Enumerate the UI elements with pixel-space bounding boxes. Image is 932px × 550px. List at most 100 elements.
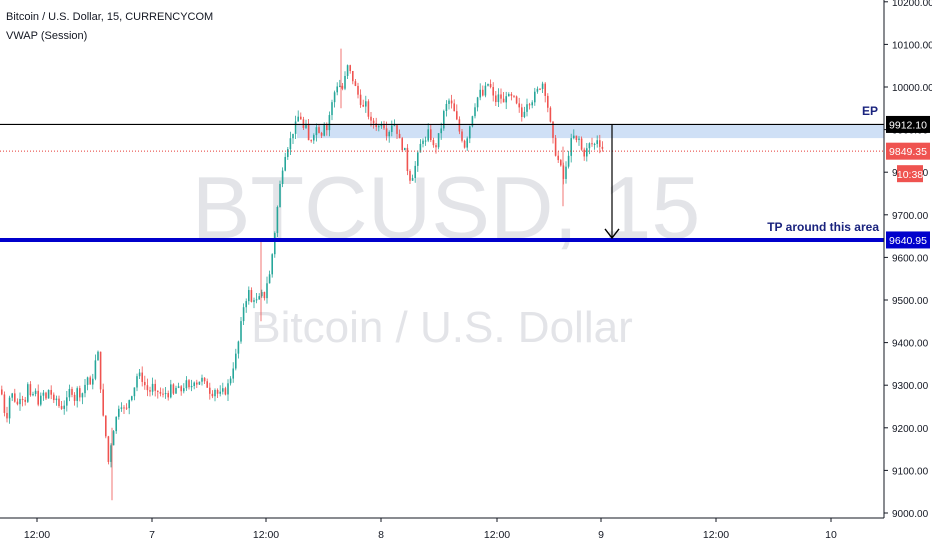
candle-body <box>235 353 237 369</box>
candle-body <box>388 131 390 137</box>
tp-price-tag: 9640.95 <box>889 235 927 247</box>
candle-body <box>352 70 354 82</box>
candle-body <box>336 86 338 93</box>
candle-body <box>404 147 406 151</box>
price-tick-label: 9000.00 <box>892 509 929 520</box>
candle-body <box>284 156 286 171</box>
candle-body <box>292 133 294 139</box>
candle-body <box>424 140 427 142</box>
candle-body <box>274 232 276 255</box>
ep-zone <box>297 124 884 139</box>
countdown-tag: 10:38 <box>897 169 923 181</box>
candle-body <box>110 445 112 462</box>
candle-body <box>560 160 562 166</box>
candle-body <box>586 148 588 157</box>
price-tick-label: 10000.00 <box>892 83 932 94</box>
candle-body <box>320 132 323 136</box>
candle-body <box>102 389 104 416</box>
candle-body <box>263 292 266 299</box>
candle-body <box>242 307 245 322</box>
watermark-ticker: BTCUSD, 15 <box>192 158 701 257</box>
candle-body <box>209 387 211 394</box>
candle-body <box>596 140 598 144</box>
candle-body <box>136 376 138 388</box>
candle-body <box>469 126 471 139</box>
candle-body <box>497 94 500 103</box>
candle-body <box>427 129 429 141</box>
candle-body <box>294 121 297 134</box>
candle-body <box>339 85 341 87</box>
symbol-title[interactable]: Bitcoin / U.S. Dollar, 15, CURRENCYCOM <box>6 11 214 23</box>
candle-body <box>214 389 216 397</box>
candle-body <box>471 116 474 127</box>
candle-body <box>164 393 167 395</box>
candle-body <box>40 395 42 405</box>
candle-body <box>557 155 559 161</box>
candle-body <box>138 372 141 377</box>
candle-body <box>482 89 484 96</box>
candle-body <box>593 143 596 145</box>
ep-price-tag: 9912.10 <box>889 119 927 131</box>
candle-body <box>172 384 175 394</box>
candle-body <box>328 115 331 131</box>
candle-body <box>474 107 476 117</box>
candle-body <box>8 397 11 419</box>
candle-body <box>14 393 16 402</box>
candle-body <box>21 398 24 400</box>
candle-body <box>565 166 567 179</box>
candle-body <box>521 107 523 117</box>
candle-body <box>170 384 172 398</box>
candle-body <box>159 391 162 394</box>
candle-body <box>313 135 315 141</box>
watermark-name: Bitcoin / U.S. Dollar <box>251 303 632 352</box>
candle-body <box>11 393 13 398</box>
candle-body <box>435 145 437 148</box>
candle-body <box>29 384 32 396</box>
candle-body <box>583 149 585 157</box>
candle-body <box>383 124 385 129</box>
candle-body <box>479 89 481 98</box>
candle-body <box>258 296 260 300</box>
candle-body <box>81 393 84 398</box>
candle-body <box>375 123 377 128</box>
candle-body <box>300 116 302 120</box>
candle-body <box>357 85 359 95</box>
candle-body <box>466 138 468 148</box>
target-arrow-head <box>604 228 620 240</box>
candle-body <box>552 121 554 138</box>
indicator-label[interactable]: VWAP (Session) <box>6 30 88 42</box>
candle-body <box>157 390 159 392</box>
candle-body <box>310 140 312 142</box>
candle-body <box>362 104 364 107</box>
candle-body <box>463 140 466 148</box>
price-tick-label: 9500.00 <box>892 296 929 307</box>
current-price-tag-bg <box>886 142 930 160</box>
candle-body <box>580 138 583 150</box>
candle-body <box>115 416 117 432</box>
candle-body <box>42 392 45 396</box>
price-tick-label: 9700.00 <box>892 211 929 222</box>
candle-body <box>370 116 372 121</box>
candle-body <box>323 124 325 136</box>
candle-body <box>307 123 310 141</box>
candle-body <box>131 396 133 401</box>
candle-body <box>50 389 52 395</box>
candle-body <box>453 103 455 112</box>
candle-body <box>128 400 130 409</box>
candle-body <box>502 98 505 103</box>
candle-body <box>539 88 541 90</box>
candle-body <box>398 133 401 139</box>
candle-body <box>248 290 250 302</box>
time-tick-label: 12:00 <box>24 529 50 541</box>
time-tick-label: 12:00 <box>703 529 729 541</box>
candle-body <box>261 292 263 297</box>
candle-body <box>518 103 520 108</box>
candle-body <box>107 436 110 462</box>
candle-body <box>505 96 507 103</box>
candle-body <box>305 123 307 128</box>
candle-body <box>201 377 203 382</box>
candle-body <box>422 140 424 144</box>
candle-body <box>276 207 279 233</box>
